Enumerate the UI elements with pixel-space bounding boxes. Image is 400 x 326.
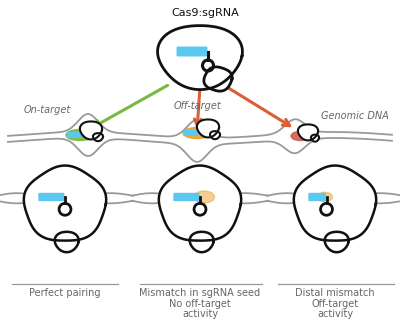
Polygon shape [325,232,349,252]
Polygon shape [294,166,376,241]
Polygon shape [80,122,102,140]
Ellipse shape [66,129,94,141]
FancyBboxPatch shape [38,193,64,201]
Text: No off-target: No off-target [169,299,231,309]
Text: Mismatch in sgRNA seed: Mismatch in sgRNA seed [140,288,260,298]
Ellipse shape [317,192,332,202]
Ellipse shape [194,191,214,203]
Polygon shape [159,166,241,241]
Text: activity: activity [317,309,353,319]
Polygon shape [158,26,242,90]
Text: activity: activity [182,309,218,319]
Polygon shape [190,232,214,252]
Polygon shape [24,166,106,241]
FancyBboxPatch shape [184,130,198,136]
Ellipse shape [183,127,211,139]
Polygon shape [204,67,232,91]
Polygon shape [210,131,220,139]
Text: Off-target: Off-target [173,101,221,111]
FancyBboxPatch shape [173,193,200,201]
FancyBboxPatch shape [66,132,82,138]
Text: On-target: On-target [23,105,71,115]
Ellipse shape [291,131,309,141]
FancyBboxPatch shape [308,193,326,201]
Text: Off-target: Off-target [312,299,358,309]
Polygon shape [55,232,79,252]
FancyBboxPatch shape [176,47,208,56]
Text: Perfect pairing: Perfect pairing [29,288,101,298]
Text: Genomic DNA: Genomic DNA [321,111,389,121]
Text: Distal mismatch: Distal mismatch [295,288,375,298]
Text: Cas9:sgRNA: Cas9:sgRNA [171,8,239,18]
Polygon shape [298,125,318,141]
Polygon shape [197,119,219,138]
Polygon shape [311,135,319,141]
Polygon shape [93,133,103,141]
